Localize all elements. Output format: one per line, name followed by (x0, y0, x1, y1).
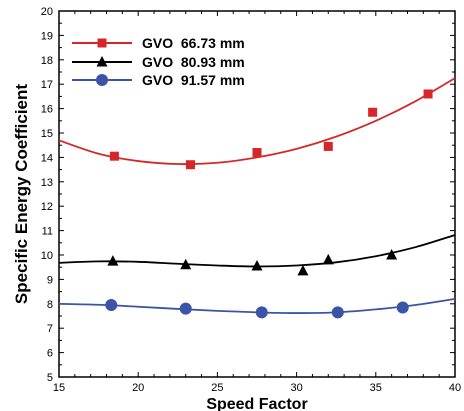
x-tick-label: 25 (211, 382, 223, 394)
data-point-series-3 (255, 306, 268, 319)
x-tick-label: 40 (449, 382, 461, 394)
data-point-series-2 (322, 253, 334, 265)
y-tick-label: 6 (47, 348, 53, 360)
fit-curves (58, 77, 456, 314)
data-point-series-3 (331, 306, 344, 319)
x-tick-label: 15 (53, 382, 65, 394)
x-axis-label: Speed Factor (206, 396, 307, 411)
legend: GVO 66.73 mm GVO 80.93 mm GVO 91.57 mm (72, 35, 245, 88)
x-tick-label: 20 (132, 382, 144, 394)
legend-label-2: GVO 80.93 mm (142, 54, 245, 70)
y-tick-label: 17 (41, 79, 53, 91)
data-point-series-2 (386, 249, 398, 260)
y-tick-label: 5 (47, 372, 53, 384)
y-axis: 5 6 7 8 9 10 11 12 13 14 15 16 17 18 19 20 (41, 6, 455, 384)
legend-marker-1 (97, 38, 107, 48)
plot-frame (58, 10, 456, 378)
legend-marker-2 (96, 56, 108, 67)
data-point-series-1 (368, 107, 378, 117)
x-tick-label: 35 (370, 382, 382, 394)
data-point-series-2 (107, 255, 119, 266)
legend-label-3: GVO 91.57 mm (142, 72, 245, 88)
y-tick-label: 13 (41, 177, 53, 189)
data-point-series-2 (180, 258, 192, 270)
data-point-series-3 (179, 302, 192, 315)
data-point-series-2 (251, 259, 263, 271)
data-point-series-2 (297, 264, 309, 276)
y-tick-label: 19 (41, 30, 53, 42)
y-tick-label: 12 (41, 201, 53, 213)
y-tick-label: 15 (41, 128, 53, 140)
data-point-series-1 (323, 141, 333, 151)
data-point-series-3 (396, 301, 409, 314)
data-point-series-1 (109, 151, 119, 161)
y-axis-label: Specific Energy Coefficient (12, 84, 31, 304)
data-point-series-1 (423, 89, 433, 99)
data-markers (105, 89, 433, 319)
x-axis: 15 20 25 30 35 40 (53, 11, 461, 394)
data-point-series-3 (105, 299, 118, 312)
y-tick-label: 20 (41, 6, 53, 18)
legend-label-1: GVO 66.73 mm (142, 35, 245, 51)
x-tick-label: 30 (290, 382, 302, 394)
y-tick-label: 11 (42, 226, 53, 238)
legend-marker-3 (96, 74, 108, 86)
y-tick-label: 14 (41, 152, 53, 164)
fit-curve-series-1 (58, 77, 456, 165)
y-tick-label: 10 (41, 250, 53, 262)
data-point-series-1 (252, 148, 262, 158)
data-point-series-1 (185, 160, 195, 170)
y-tick-label: 18 (41, 55, 53, 67)
y-tick-label: 7 (47, 323, 53, 335)
y-tick-label: 8 (47, 299, 53, 311)
y-tick-label: 16 (41, 104, 53, 116)
y-tick-label: 9 (47, 274, 53, 286)
